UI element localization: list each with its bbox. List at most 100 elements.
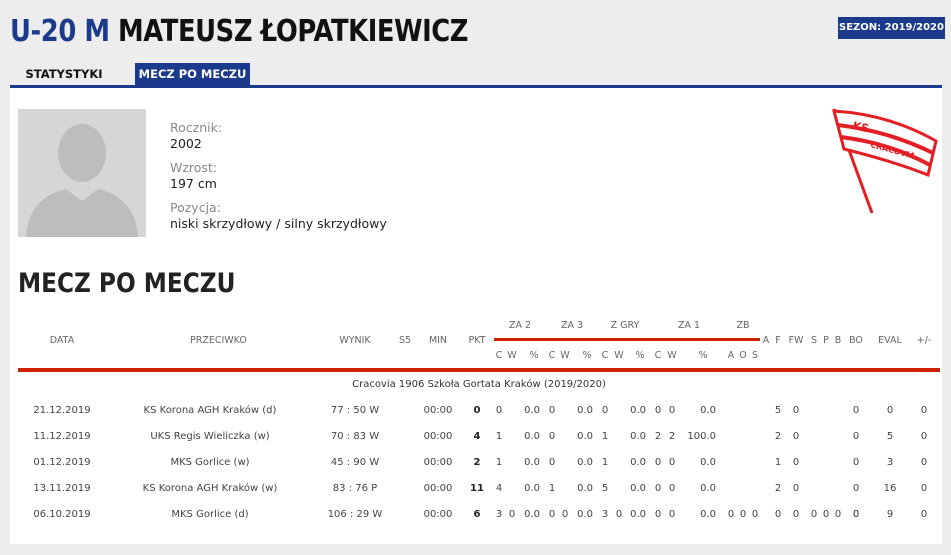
header-eval: EVAL [878, 335, 902, 346]
cell-min: 00:00 [423, 431, 453, 442]
cell-percent: 100.0 [687, 431, 716, 442]
cell-made: 1 [495, 431, 503, 442]
subheader-pct: % [698, 350, 708, 361]
header-p: P [823, 335, 829, 346]
subheader-zb_s: S [751, 350, 759, 361]
subheader-c: C [654, 350, 662, 361]
cell-date: 13.11.2019 [33, 483, 91, 494]
cell-f: 0 [792, 457, 800, 468]
cell-fw: 0 [810, 509, 818, 520]
cell-bo: 0 [852, 509, 860, 520]
cell-min: 00:00 [423, 457, 453, 468]
subheader-w: W [667, 350, 677, 361]
header-pkt: PKT [468, 335, 486, 346]
cell-eval: 0 [886, 405, 894, 416]
header-wynik: WYNIK [339, 335, 371, 346]
cell-plus-minus: 0 [920, 431, 928, 442]
cell-percent: 0.0 [700, 457, 716, 468]
cell-percent: 0.0 [577, 457, 593, 468]
cell-percent: 0.0 [700, 483, 716, 494]
cell-made: 2 [654, 431, 662, 442]
cell-eval: 16 [883, 483, 897, 494]
avatar-silhouette-icon [26, 124, 138, 237]
player-photo [18, 109, 146, 237]
cell-percent: 0.0 [524, 405, 540, 416]
height-label: Wzrost: [170, 160, 218, 175]
cell-made: 1 [495, 457, 503, 468]
cell-result: 45 : 90 W [330, 457, 380, 468]
cell-made: 1 [601, 457, 609, 468]
cell-plus-minus: 0 [920, 509, 928, 520]
header-fw: FW [788, 335, 804, 346]
cell-result: 83 : 76 P [332, 483, 378, 494]
cell-made: 0 [654, 483, 662, 494]
header-f: F [775, 335, 781, 346]
cell-attempted: 2 [668, 431, 676, 442]
birth-value: 2002 [170, 136, 202, 151]
cell-a: 1 [774, 457, 782, 468]
subheader-zb_o: O [739, 350, 747, 361]
cell-plus-minus: 0 [920, 457, 928, 468]
cell-pkt: 2 [473, 457, 481, 468]
cell-date: 11.12.2019 [33, 431, 91, 442]
cell-min: 00:00 [423, 483, 453, 494]
cell-attempted: 0 [668, 457, 676, 468]
header-a: A [762, 335, 770, 346]
header-pm: +/- [916, 335, 932, 346]
cell-made: 0 [548, 509, 556, 520]
cell-made: 0 [548, 457, 556, 468]
subheader-c: C [601, 350, 609, 361]
header-za3: ZA 3 [560, 320, 584, 331]
height-info: Wzrost: 197 cm [170, 160, 217, 191]
cell-min: 00:00 [423, 405, 453, 416]
league-label: U-20 M [10, 14, 110, 49]
cell-min: 00:00 [423, 509, 453, 520]
height-value: 197 cm [170, 176, 217, 191]
cell-zb-s: 0 [751, 509, 759, 520]
cell-made: 5 [601, 483, 609, 494]
cell-pkt: 6 [473, 509, 481, 520]
subheader-c: C [495, 350, 503, 361]
cell-attempted: 0 [668, 509, 676, 520]
cell-percent: 0.0 [524, 431, 540, 442]
cell-eval: 5 [886, 431, 894, 442]
cell-bo: 0 [852, 483, 860, 494]
cell-f: 0 [792, 483, 800, 494]
cell-made: 0 [654, 457, 662, 468]
cell-bo: 0 [852, 457, 860, 468]
cell-made: 0 [654, 509, 662, 520]
cell-opponent: UKS Regis Wieliczka (w) [150, 431, 270, 442]
cell-pkt: 4 [473, 431, 481, 442]
cell-percent: 0.0 [630, 483, 646, 494]
header-min: MIN [428, 335, 448, 346]
cell-attempted: 0 [508, 509, 516, 520]
cell-b: 0 [852, 509, 860, 520]
cell-s: 0 [822, 509, 830, 520]
tab-mecz-po-meczu[interactable]: MECZ PO MECZU [135, 63, 250, 85]
cell-attempted: 0 [615, 509, 623, 520]
cell-zb-a: 0 [727, 509, 735, 520]
tab-statystyki[interactable]: STATYSTYKI [25, 67, 103, 81]
cell-made: 4 [495, 483, 503, 494]
tab-underline [10, 85, 942, 88]
cell-attempted: 0 [561, 509, 569, 520]
cell-bo: 0 [852, 431, 860, 442]
cell-plus-minus: 0 [920, 405, 928, 416]
cell-percent: 0.0 [630, 431, 646, 442]
header-bo: BO [849, 335, 863, 346]
subheader-zb_a: A [727, 350, 735, 361]
cell-percent: 0.0 [630, 457, 646, 468]
cell-opponent: MKS Gorlice (d) [171, 509, 249, 520]
cell-eval: 3 [886, 457, 894, 468]
cell-opponent: KS Korona AGH Kraków (d) [143, 405, 277, 416]
header-przeciwko: PRZECIWKO [190, 335, 247, 346]
birth-info: Rocznik: 2002 [170, 120, 222, 151]
team-row: Cracovia 1906 Szkoła Gortata Kraków (201… [352, 379, 606, 390]
cell-a: 2 [774, 431, 782, 442]
subheader-w: W [507, 350, 517, 361]
cell-zb-o: 0 [739, 509, 747, 520]
season-badge[interactable]: SEZON: 2019/2020 [838, 17, 945, 39]
cell-percent: 0.0 [577, 431, 593, 442]
header-s5: S5 [398, 335, 412, 346]
cell-percent: 0.0 [577, 483, 593, 494]
